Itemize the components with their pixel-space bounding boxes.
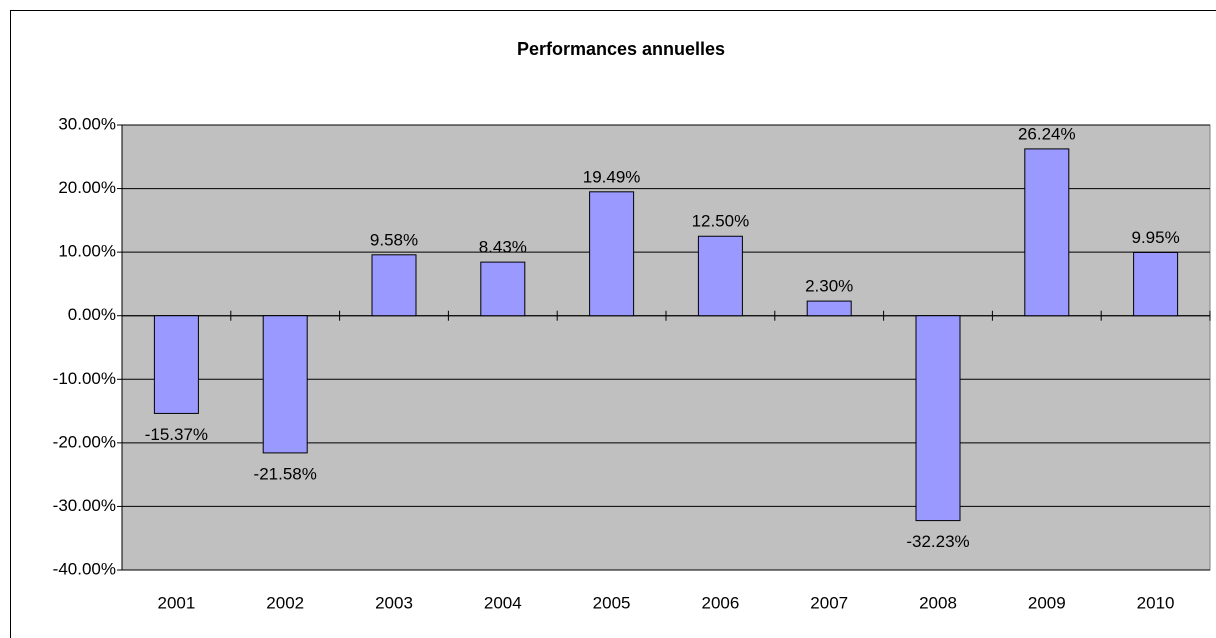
value-label: 9.95% (1131, 228, 1179, 247)
bar (262, 315, 308, 454)
bar (153, 315, 199, 414)
bar (1133, 251, 1179, 317)
y-tick-label: -20.00% (53, 432, 116, 451)
y-tick-label: -30.00% (53, 496, 116, 515)
bar (1024, 148, 1070, 317)
bar (806, 300, 852, 317)
y-tick-label: 0.00% (68, 305, 116, 324)
value-label: 2.30% (805, 277, 853, 296)
bar (697, 235, 743, 317)
value-label: -21.58% (254, 464, 317, 483)
y-tick-label: 10.00% (58, 242, 116, 261)
value-label: 26.24% (1018, 124, 1076, 143)
y-tick-label: -10.00% (53, 369, 116, 388)
value-label: 19.49% (583, 167, 641, 186)
y-tick-label: -40.00% (53, 559, 116, 578)
bar (589, 191, 635, 317)
value-label: -32.23% (906, 532, 969, 551)
bar (480, 261, 526, 317)
x-tick-label: 2004 (484, 593, 522, 612)
x-tick-label: 2006 (701, 593, 739, 612)
y-tick-label: 30.00% (58, 114, 116, 133)
value-label: -15.37% (145, 425, 208, 444)
bar (915, 315, 961, 522)
chart-title: Performances annuelles (517, 39, 725, 59)
y-tick-label: 20.00% (58, 178, 116, 197)
x-tick-label: 2010 (1137, 593, 1175, 612)
x-tick-label: 2005 (593, 593, 631, 612)
x-tick-label: 2003 (375, 593, 413, 612)
x-tick-label: 2002 (266, 593, 304, 612)
x-tick-label: 2008 (919, 593, 957, 612)
value-label: 8.43% (479, 238, 527, 257)
value-label: 9.58% (370, 230, 418, 249)
x-tick-label: 2007 (810, 593, 848, 612)
x-tick-label: 2009 (1028, 593, 1066, 612)
x-tick-label: 2001 (157, 593, 195, 612)
value-label: 12.50% (692, 212, 750, 231)
bar (371, 254, 417, 317)
